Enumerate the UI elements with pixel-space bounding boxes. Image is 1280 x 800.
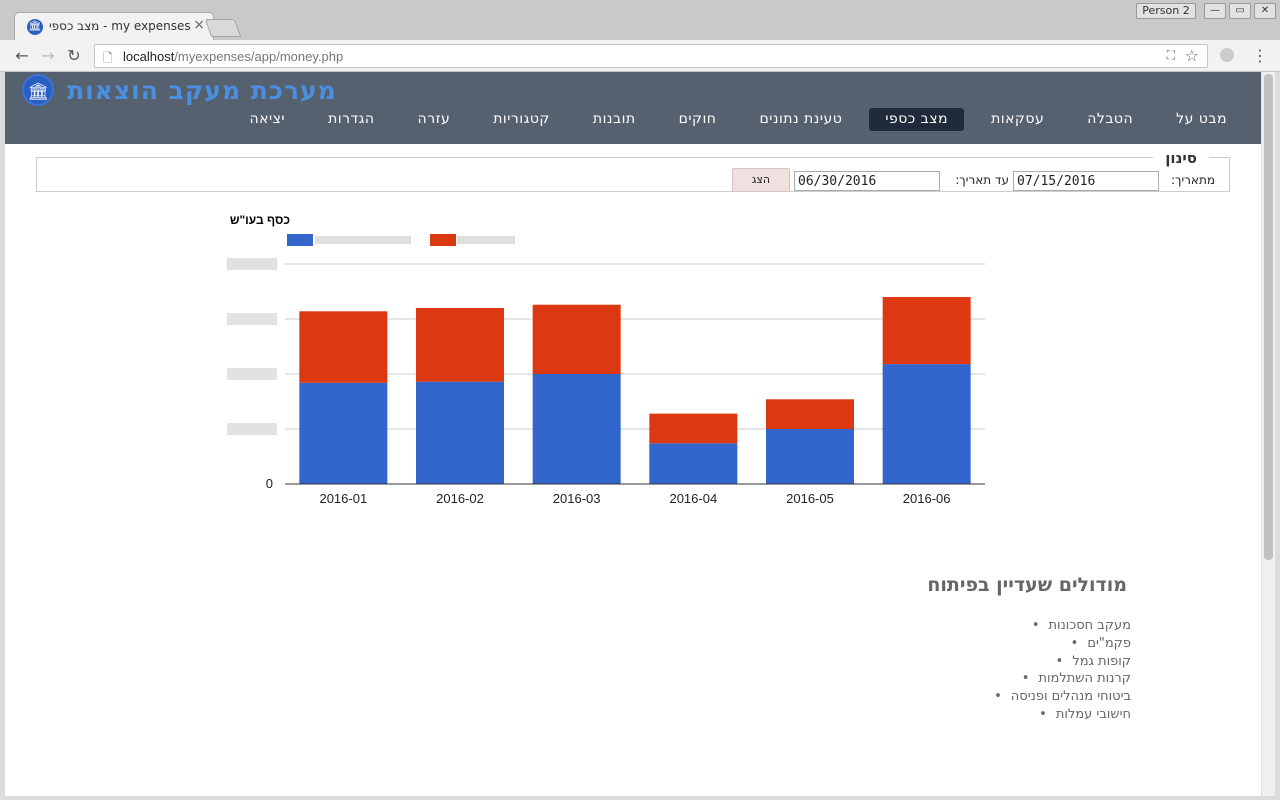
- nav-item-10[interactable]: יציאה: [249, 111, 286, 127]
- nav-item-3[interactable]: מצב כספי: [869, 108, 965, 131]
- page-viewport: 🏛 מערכת מעקב הוצאות מבט על הטבלה עסקאות מצב…: [5, 72, 1261, 796]
- bar-2016-05-series-1[interactable]: [766, 399, 854, 429]
- bank-icon: 🏛: [27, 19, 43, 35]
- nav-item-1[interactable]: הטבלה: [1087, 111, 1134, 127]
- close-tab-icon[interactable]: ×: [193, 17, 205, 33]
- legend-label-blur-0: [315, 236, 411, 244]
- list-item: קרנות השתלמות: [994, 670, 1131, 688]
- list-item: ביטוחי מנהלים ופניסה: [994, 688, 1131, 706]
- browser-toolbar: ← → ↻ 🗋 localhost/myexpenses/app/money.p…: [0, 40, 1280, 72]
- list-item: מעקב חסכונות: [994, 617, 1131, 635]
- bar-2016-01-series-1[interactable]: [299, 311, 388, 383]
- scrollbar[interactable]: [1261, 72, 1275, 796]
- translate-icon[interactable]: ⛶: [1166, 48, 1175, 62]
- nav-item-5[interactable]: חוקים: [678, 111, 717, 127]
- forward-arrow-icon[interactable]: →: [41, 46, 55, 65]
- nav-item-7[interactable]: קטגוריות: [493, 111, 550, 127]
- from-date-input[interactable]: [1013, 171, 1159, 191]
- x-tick-label: 2016-03: [553, 491, 601, 506]
- browser-tab[interactable]: 🏛 מצב כספי - my expenses ×: [14, 12, 214, 40]
- modules-list: מעקב חסכונותפקמ"יםקופות גמלקרנות השתלמות…: [994, 617, 1131, 724]
- bar-2016-01-series-0[interactable]: [299, 382, 388, 484]
- chart-title: כסף בעו"ש: [230, 213, 290, 227]
- bar-2016-02-series-0[interactable]: [416, 381, 504, 484]
- nav-item-4[interactable]: טעינת נתונים: [759, 111, 843, 127]
- new-tab-button[interactable]: [204, 19, 242, 37]
- scrollbar-thumb[interactable]: [1264, 74, 1273, 560]
- list-item: קופות גמל: [994, 653, 1131, 671]
- show-button[interactable]: הצג: [732, 168, 790, 192]
- x-tick-label: 2016-02: [436, 491, 484, 506]
- back-arrow-icon[interactable]: ←: [15, 46, 29, 65]
- profile-button[interactable]: Person 2: [1136, 3, 1196, 19]
- page-icon: 🗋: [103, 51, 113, 65]
- tab-title: מצב כספי - my expenses: [49, 19, 191, 33]
- bar-2016-06-series-1[interactable]: [882, 297, 971, 365]
- modules-title: מודולים שעדיין בפיתוח: [927, 574, 1127, 596]
- close-window-button[interactable]: ✕: [1254, 3, 1276, 19]
- star-icon[interactable]: ☆: [1184, 46, 1199, 65]
- address-bar[interactable]: 🗋 localhost/myexpenses/app/money.php ⛶ ☆: [94, 44, 1208, 68]
- bar-2016-04-series-1[interactable]: [649, 413, 738, 444]
- extension-icon[interactable]: [1220, 48, 1234, 62]
- y-tick-blur: [227, 258, 277, 270]
- reload-icon[interactable]: ↻: [67, 46, 81, 65]
- bar-2016-06-series-0[interactable]: [882, 364, 971, 484]
- x-tick-label: 2016-04: [669, 491, 717, 506]
- bar-2016-05-series-0[interactable]: [766, 429, 854, 484]
- bar-2016-03-series-1[interactable]: [532, 304, 621, 374]
- maximize-button[interactable]: ▭: [1229, 3, 1251, 19]
- bar-2016-03-series-0[interactable]: [532, 374, 621, 484]
- nav-item-6[interactable]: תובנות: [592, 111, 636, 127]
- y-tick-blur: [227, 423, 277, 435]
- bar-2016-04-series-0[interactable]: [649, 443, 738, 484]
- y-tick-label: 0: [266, 476, 273, 491]
- from-date-label: מתאריך:: [1170, 173, 1215, 187]
- main-nav: מבט על הטבלה עסקאות מצב כספי טעינת נתונים חוק…: [222, 108, 1243, 131]
- legend-swatch-1: [430, 234, 456, 246]
- site-title: מערכת מעקב הוצאות: [67, 76, 337, 105]
- url-text: localhost/myexpenses/app/money.php: [123, 49, 344, 64]
- list-item: חישובי עמלות: [994, 706, 1131, 724]
- to-date-label: עד תאריך:: [955, 173, 1009, 187]
- money-chart: כסף בעו"ש 0 2016-01 2016-02 2016-03 2016-04 20…: [227, 213, 985, 506]
- window-edge: [1275, 72, 1280, 800]
- bank-icon: 🏛: [22, 74, 54, 106]
- nav-item-2[interactable]: עסקאות: [991, 111, 1045, 127]
- list-item: פקמ"ים: [994, 635, 1131, 653]
- browser-titlebar: 🏛 מצב כספי - my expenses × Person 2 — ▭ …: [0, 0, 1280, 40]
- menu-icon[interactable]: ⋮: [1252, 46, 1268, 65]
- y-tick-blur: [227, 313, 277, 325]
- site-header: 🏛 מערכת מעקב הוצאות מבט על הטבלה עסקאות מצב…: [5, 72, 1261, 144]
- nav-item-9[interactable]: הגדרות: [328, 111, 375, 127]
- nav-item-0[interactable]: מבט על: [1176, 111, 1227, 127]
- filter-legend: סינון: [1153, 149, 1209, 167]
- to-date-input[interactable]: [794, 171, 940, 191]
- minimize-button[interactable]: —: [1204, 3, 1226, 19]
- filter-fieldset: סינון מתאריך: עד תאריך: הצג: [36, 149, 1230, 192]
- legend-label-blur-1: [457, 236, 515, 244]
- legend-swatch-0: [287, 234, 313, 246]
- nav-item-8[interactable]: עזרה: [417, 111, 451, 127]
- x-tick-label: 2016-01: [319, 491, 367, 506]
- x-tick-label: 2016-06: [903, 491, 951, 506]
- bar-2016-02-series-1[interactable]: [416, 308, 504, 382]
- x-tick-label: 2016-05: [786, 491, 834, 506]
- y-tick-blur: [227, 368, 277, 380]
